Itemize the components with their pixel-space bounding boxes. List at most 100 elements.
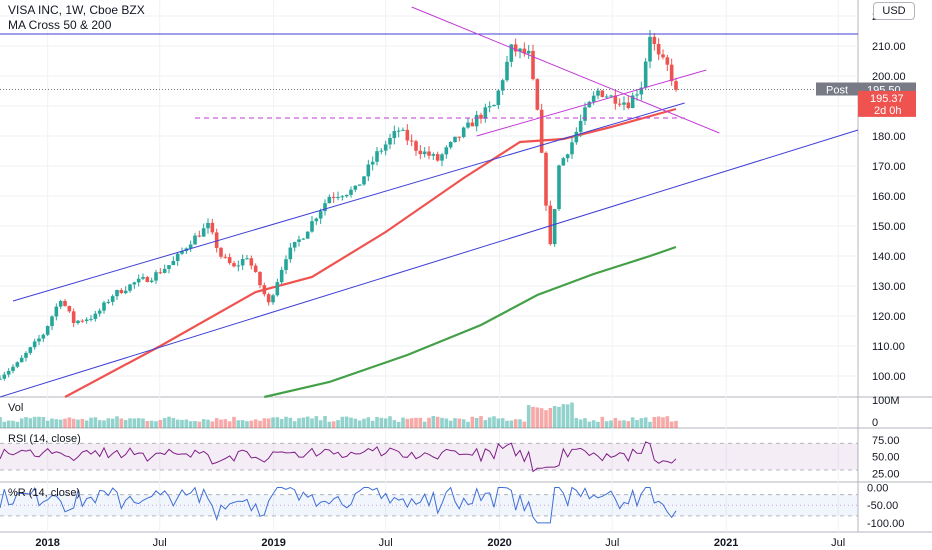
candle-body	[635, 94, 639, 96]
volume-bar	[643, 417, 648, 428]
candle-body	[119, 289, 124, 294]
volume-bar	[106, 418, 111, 428]
candle-body	[236, 265, 241, 267]
volume-bar	[206, 419, 210, 428]
volume-bar	[479, 416, 483, 428]
volume-bar	[305, 416, 310, 428]
volume-bar	[201, 419, 206, 428]
candle-body	[366, 164, 371, 177]
volume-bar	[505, 420, 509, 428]
wr-line	[0, 486, 677, 524]
candle-body	[630, 95, 635, 109]
candle-body	[370, 161, 375, 165]
rsi-band	[0, 443, 858, 470]
candle-body	[37, 338, 41, 342]
currency-button[interactable]: USD	[873, 2, 915, 20]
volume-bar	[444, 418, 449, 428]
candle-body	[587, 101, 592, 108]
candle-body	[271, 295, 275, 303]
candle-body	[674, 81, 678, 90]
volume-bar	[422, 421, 427, 428]
candle-body	[0, 378, 2, 380]
volume-bar	[63, 418, 67, 428]
volume-bar	[457, 418, 462, 428]
volume-bar	[535, 407, 540, 428]
candle-body	[210, 222, 215, 233]
volume-bar	[630, 417, 635, 428]
rsi-tick-label: 75.00	[872, 435, 900, 447]
volume-bar	[622, 420, 626, 428]
volume-bar	[0, 416, 2, 428]
trendline-drawings[interactable]	[0, 6, 859, 398]
price-tick-label: 120.00	[872, 311, 906, 323]
volume-bar	[2, 421, 7, 428]
candle-body	[617, 103, 622, 105]
candle-body	[106, 301, 111, 303]
price-tick-label: 130.00	[872, 281, 906, 293]
candle-body	[596, 90, 600, 96]
volume-bar	[665, 416, 670, 428]
volume-bar	[609, 420, 613, 428]
volume-bar	[331, 421, 336, 428]
volume-bar	[435, 416, 440, 428]
volume-bar	[232, 416, 236, 428]
volume-bar	[97, 420, 102, 428]
volume-bar	[28, 418, 33, 428]
volume-bar	[15, 421, 20, 428]
volume-bar	[76, 419, 80, 428]
candle-body	[388, 138, 392, 145]
post-tag-label: Post	[826, 85, 848, 97]
volume-bar	[58, 419, 63, 428]
volume-bar	[292, 421, 297, 428]
candle-body	[552, 209, 557, 245]
volume-bar	[80, 418, 85, 428]
time-axis[interactable]: 2018 Jul 2019 Jul 2020 Jul 2021 Jul	[35, 537, 845, 549]
candle-body	[466, 122, 470, 128]
volume-bar	[418, 417, 423, 428]
volume-bar	[110, 418, 115, 428]
time-tick-label: 2021	[714, 537, 738, 549]
candle-body	[461, 127, 466, 137]
candle-body	[314, 218, 319, 222]
volume-bar	[327, 421, 332, 428]
candle-body	[171, 260, 176, 266]
candle-body	[214, 232, 219, 248]
volume-bar	[158, 419, 163, 428]
volume-bar	[656, 416, 661, 428]
candle-body	[409, 140, 414, 142]
candle-body	[526, 50, 531, 54]
candle-body	[561, 158, 566, 166]
candle-body	[275, 282, 280, 296]
volume-bar	[275, 417, 280, 428]
volume-bar	[214, 418, 219, 428]
volume-bar	[266, 418, 271, 428]
volume-bar	[379, 417, 384, 428]
volume-bar	[253, 419, 258, 428]
volume-bar	[648, 421, 652, 428]
volume-bar	[219, 419, 223, 428]
candle-body	[414, 141, 418, 151]
candle-body	[240, 259, 245, 266]
volume-bar	[154, 421, 158, 428]
volume-bar	[37, 416, 41, 428]
volume-bar	[50, 418, 54, 428]
candle-body	[344, 194, 349, 197]
candle-body	[227, 257, 232, 264]
last-price-value: 195.37	[870, 93, 904, 105]
volume-bar	[128, 418, 132, 428]
candle-body	[578, 120, 583, 132]
candle-body	[54, 306, 59, 317]
volume-bar	[314, 416, 319, 428]
wr-tick-label: 0.00	[867, 483, 888, 495]
volume-bar	[323, 415, 327, 428]
candle-body	[188, 244, 193, 249]
volume-bar	[245, 421, 249, 428]
candle-body	[84, 319, 89, 321]
price-tick-label: 110.00	[872, 341, 905, 353]
time-tick-label: 2020	[487, 537, 511, 549]
volume-bar	[240, 420, 245, 428]
candle-body	[97, 310, 102, 314]
candle-body	[401, 129, 405, 131]
candle-body	[427, 151, 431, 156]
